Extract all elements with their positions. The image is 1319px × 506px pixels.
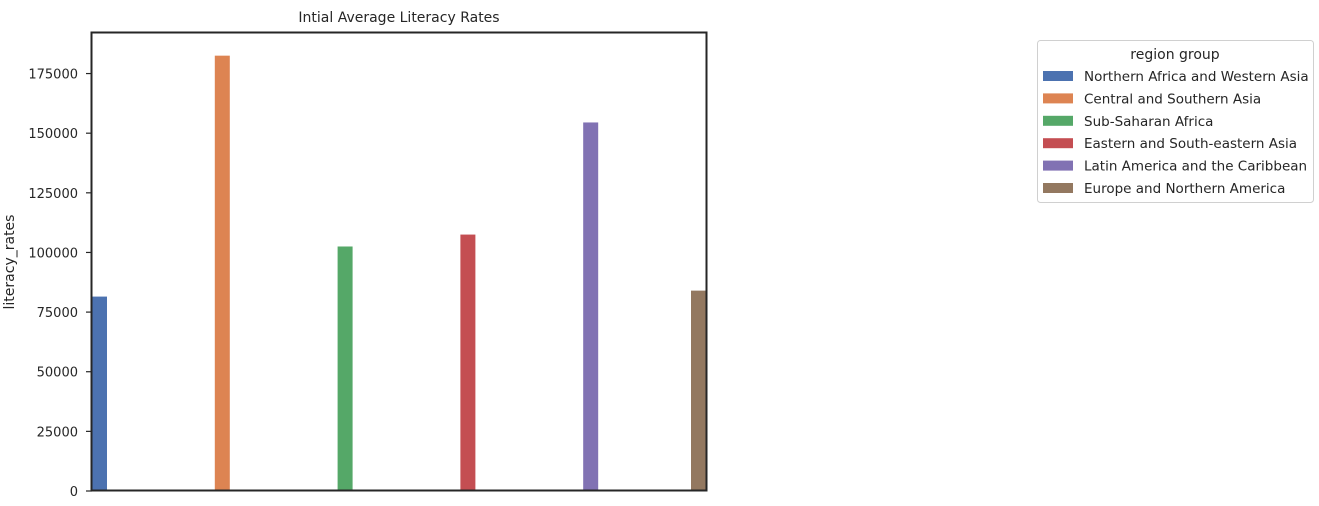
y-tick-label: 50000 — [37, 366, 78, 381]
legend-label: Latin America and the Caribbean — [1084, 159, 1307, 175]
legend-items: Northern Africa and Western Asia Central … — [1043, 69, 1309, 197]
bar — [92, 296, 107, 491]
bar — [337, 246, 353, 491]
legend: region group Northern Africa and Western… — [1037, 40, 1314, 203]
legend-label: Eastern and South-eastern Asia — [1084, 136, 1297, 152]
legend-label: Central and Southern Asia — [1084, 91, 1261, 107]
bar — [583, 122, 599, 491]
y-tick-label: 100000 — [28, 246, 78, 261]
bar — [214, 55, 230, 491]
y-axis-label: literacy_rates — [2, 215, 18, 310]
y-tick-label: 75000 — [37, 306, 78, 321]
bar — [460, 234, 476, 492]
legend-label: Northern Africa and Western Asia — [1084, 69, 1309, 85]
legend-swatch — [1043, 93, 1073, 104]
legend-swatch — [1043, 183, 1073, 193]
legend-label: Europe and Northern America — [1084, 181, 1285, 197]
chart-title: Intial Average Literacy Rates — [298, 10, 499, 26]
bars-group — [92, 55, 706, 492]
legend-swatch — [1043, 138, 1073, 149]
legend-title: region group — [1130, 47, 1220, 63]
y-tick-label: 25000 — [37, 425, 78, 440]
legend-frame — [1037, 40, 1314, 203]
plot-frame — [90, 31, 708, 492]
y-tick-label: 150000 — [28, 127, 78, 142]
y-tick-label: 175000 — [28, 68, 78, 83]
legend-swatch — [1043, 115, 1073, 126]
legend-swatch — [1043, 71, 1073, 81]
bar — [691, 290, 706, 491]
y-tick-label: 125000 — [28, 187, 78, 202]
legend-label: Sub-Saharan Africa — [1084, 114, 1213, 130]
y-tick-label: 0 — [70, 485, 78, 500]
legend-swatch — [1043, 160, 1073, 171]
y-axis: 0 25000 50000 75000 100000 125000 150000 175000 — [28, 68, 92, 500]
